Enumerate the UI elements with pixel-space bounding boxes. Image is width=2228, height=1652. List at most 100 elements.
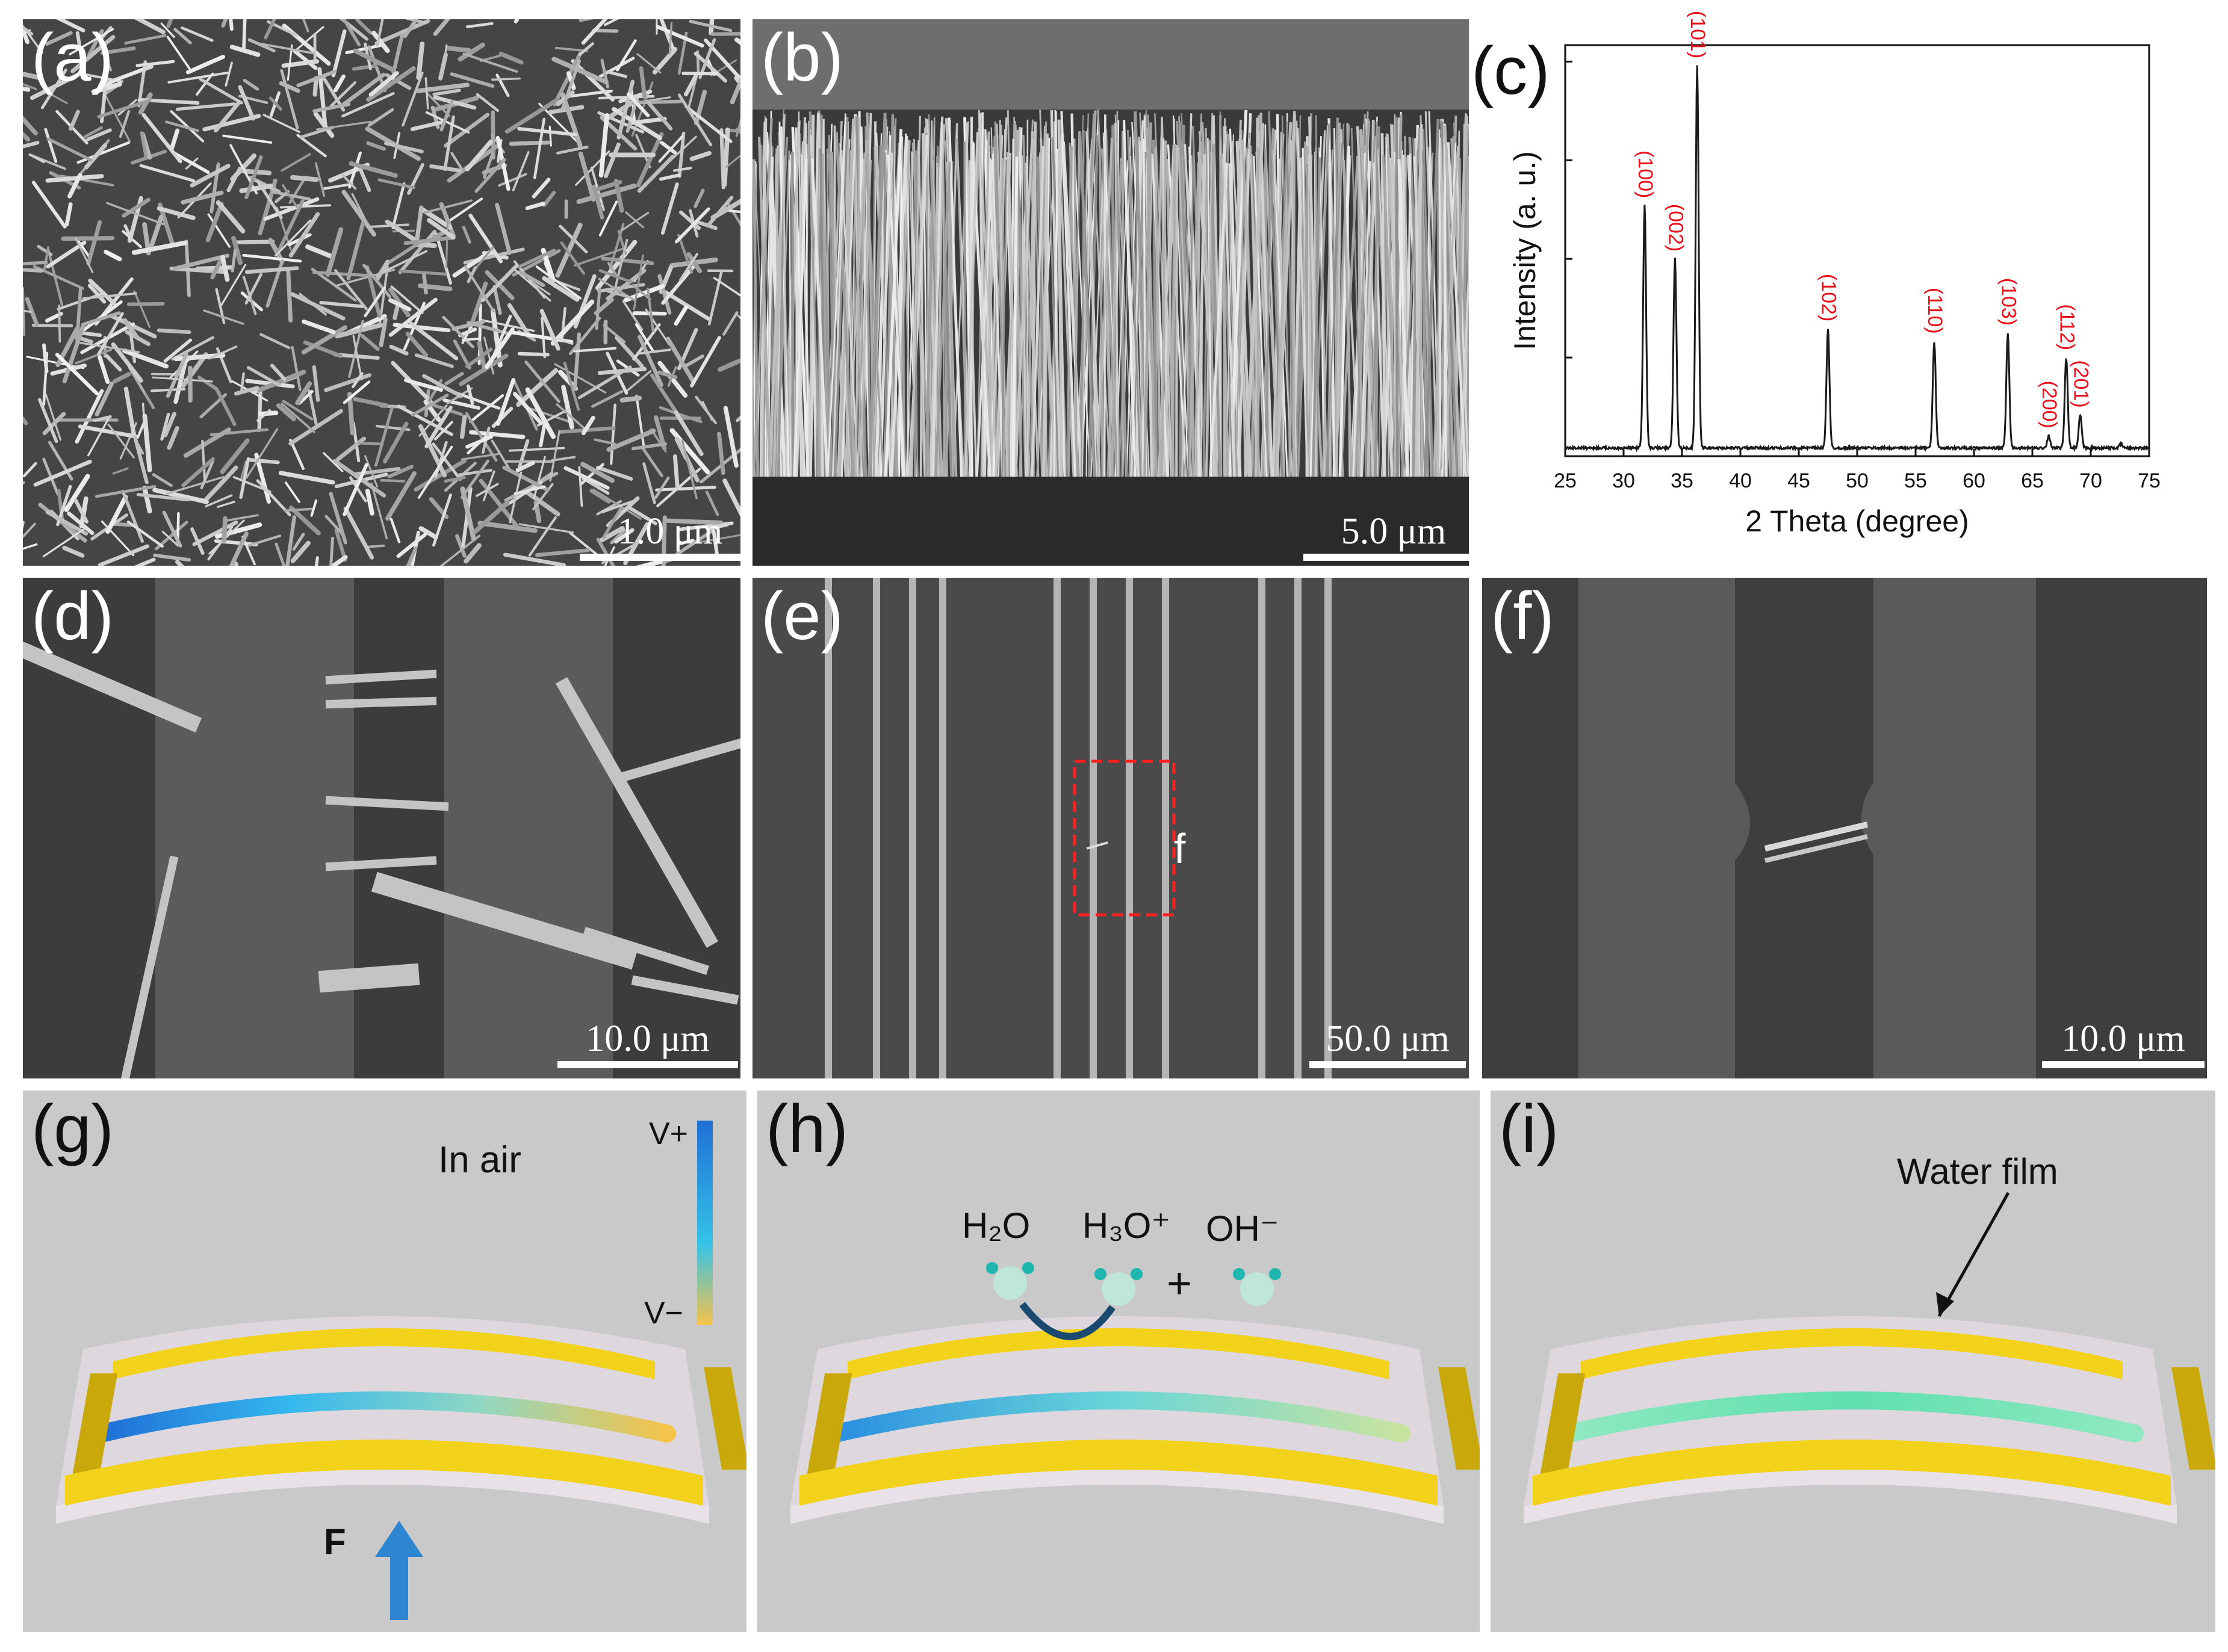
electrode-line bbox=[1294, 578, 1302, 1078]
nanowire-texture-stroke bbox=[552, 51, 583, 107]
plus-sign: + bbox=[1167, 1260, 1193, 1308]
nanowire-texture-stroke bbox=[44, 128, 58, 163]
vertical-nanowire bbox=[890, 135, 908, 477]
nanowire-texture-stroke bbox=[323, 452, 344, 472]
vertical-nanowire bbox=[1073, 138, 1078, 477]
nanowire-texture-stroke bbox=[464, 543, 482, 564]
vertical-nanowire bbox=[1209, 163, 1228, 477]
top-electrode-bar bbox=[1581, 1328, 2123, 1379]
nanowire-texture-stroke bbox=[389, 518, 401, 543]
nanowire-texture-stroke bbox=[258, 410, 279, 416]
nanowire-texture-stroke bbox=[465, 435, 494, 449]
vertical-nanowire bbox=[1011, 156, 1019, 477]
vertical-nanowire bbox=[956, 137, 969, 477]
nanowire-texture-stroke bbox=[589, 489, 611, 504]
nanowire-texture-stroke bbox=[67, 173, 82, 199]
zoom-selection-box bbox=[1073, 759, 1176, 917]
nanowire-texture-stroke bbox=[625, 211, 645, 229]
nanowire-texture-stroke bbox=[210, 259, 223, 280]
flexible-substrate bbox=[56, 1467, 709, 1524]
species-h3o-plus: H₃O⁺ bbox=[1082, 1205, 1171, 1246]
nanowire-texture-stroke bbox=[323, 182, 354, 190]
vertical-nanowire bbox=[835, 131, 854, 477]
panel-label-b: (b) bbox=[761, 20, 843, 95]
nanowire-texture-stroke bbox=[46, 240, 87, 268]
vertical-nanowire bbox=[1081, 128, 1089, 477]
nanowire-texture-stroke bbox=[645, 308, 670, 345]
nanowire-texture-stroke bbox=[220, 255, 230, 282]
nanowire-texture-stroke bbox=[284, 481, 300, 503]
hydrogen-atom-icon bbox=[1022, 1262, 1034, 1274]
vertical-nanowire bbox=[857, 140, 867, 477]
nanowire-texture-stroke bbox=[23, 261, 48, 265]
electrode-line bbox=[1053, 578, 1061, 1078]
nanowire-texture-stroke bbox=[414, 205, 424, 243]
nanowire-texture-stroke bbox=[87, 416, 110, 457]
nanowire-texture-stroke bbox=[279, 81, 300, 93]
vertical-nanowire bbox=[832, 121, 846, 477]
nanowire-texture-stroke bbox=[514, 19, 520, 23]
vertical-nanowire bbox=[1219, 155, 1229, 477]
panel-d-sem-electrodes: (d) 10.0 μm bbox=[23, 578, 740, 1078]
nanowire-texture-stroke bbox=[366, 141, 386, 151]
nanowire-texture-stroke bbox=[612, 107, 662, 140]
nanowire-texture-stroke bbox=[398, 229, 437, 274]
scale-line-e bbox=[1309, 1061, 1466, 1068]
nanowire-texture-stroke bbox=[42, 351, 49, 406]
vertical-nanowire bbox=[789, 160, 792, 477]
nanowire-texture-stroke bbox=[303, 340, 343, 358]
nanowire-texture-stroke bbox=[444, 371, 464, 386]
nanowire-texture-stroke bbox=[153, 553, 191, 562]
nanowire-texture-stroke bbox=[62, 324, 85, 383]
vertical-nanowire bbox=[791, 152, 795, 477]
x-tick-label: 35 bbox=[1671, 469, 1693, 492]
nanowire-texture-stroke bbox=[398, 269, 447, 276]
nanowire-texture-stroke bbox=[288, 212, 320, 258]
nanowire-texture-stroke bbox=[48, 92, 68, 104]
vertical-nanowire bbox=[1259, 153, 1274, 477]
bottom-electrode-bar bbox=[1533, 1440, 2171, 1506]
nanowire-texture-stroke bbox=[533, 117, 546, 179]
nanowire-texture-stroke bbox=[314, 162, 326, 197]
vertical-nanowire bbox=[1377, 148, 1392, 477]
nanowire-texture-stroke bbox=[514, 485, 546, 495]
vertical-nanowire bbox=[752, 118, 773, 477]
hydrogen-atom-icon bbox=[1094, 1268, 1106, 1280]
nanowire-texture-stroke bbox=[126, 302, 165, 306]
nanowire-texture-stroke bbox=[374, 407, 394, 467]
nanowire-texture-stroke bbox=[375, 259, 390, 281]
nanowire-texture-stroke bbox=[345, 43, 383, 55]
force-arrow-icon bbox=[375, 1521, 423, 1620]
nanowire-texture-stroke bbox=[162, 510, 182, 548]
nanowire-texture-stroke bbox=[502, 465, 550, 492]
nanowire-texture-stroke bbox=[397, 404, 453, 436]
nanowire-texture-stroke bbox=[81, 311, 121, 326]
hydrogen-atom-icon bbox=[1233, 1268, 1245, 1280]
vertical-nanowire bbox=[1187, 146, 1194, 477]
molecule-icon bbox=[993, 1266, 1027, 1300]
nanowire-texture-stroke bbox=[674, 410, 704, 456]
panel-b-sem-cross-section: (b) 5.0 μm bbox=[752, 19, 1493, 566]
vertical-nanowire bbox=[979, 138, 998, 477]
electrode-stripe-left bbox=[155, 578, 354, 1078]
nanowire-texture-stroke bbox=[270, 364, 287, 382]
nanowire-texture-stroke bbox=[133, 436, 144, 455]
vertical-nanowire bbox=[1297, 128, 1308, 477]
nanowire-texture-stroke bbox=[458, 42, 485, 62]
nanowire-texture-stroke bbox=[315, 120, 372, 131]
nanowire-texture-stroke bbox=[23, 268, 44, 273]
vertical-nanowire bbox=[1439, 146, 1459, 477]
vertical-nanowire bbox=[845, 121, 849, 477]
vertical-nanowire bbox=[1308, 116, 1319, 477]
nanowire-texture-stroke bbox=[491, 110, 495, 160]
nanowire-texture-stroke bbox=[150, 388, 186, 392]
species-oh-minus: OH⁻ bbox=[1206, 1208, 1279, 1249]
nanowire-texture-stroke bbox=[45, 31, 73, 46]
nanowire-texture-stroke bbox=[133, 290, 151, 328]
x-tick-label: 70 bbox=[2079, 469, 2102, 492]
nanowire-texture-stroke bbox=[343, 506, 374, 560]
nanowire-forest-texture bbox=[23, 19, 740, 566]
nanowire-texture-stroke bbox=[390, 285, 424, 314]
vertical-nanowire bbox=[867, 113, 887, 477]
nanowire-texture-stroke bbox=[690, 336, 721, 388]
